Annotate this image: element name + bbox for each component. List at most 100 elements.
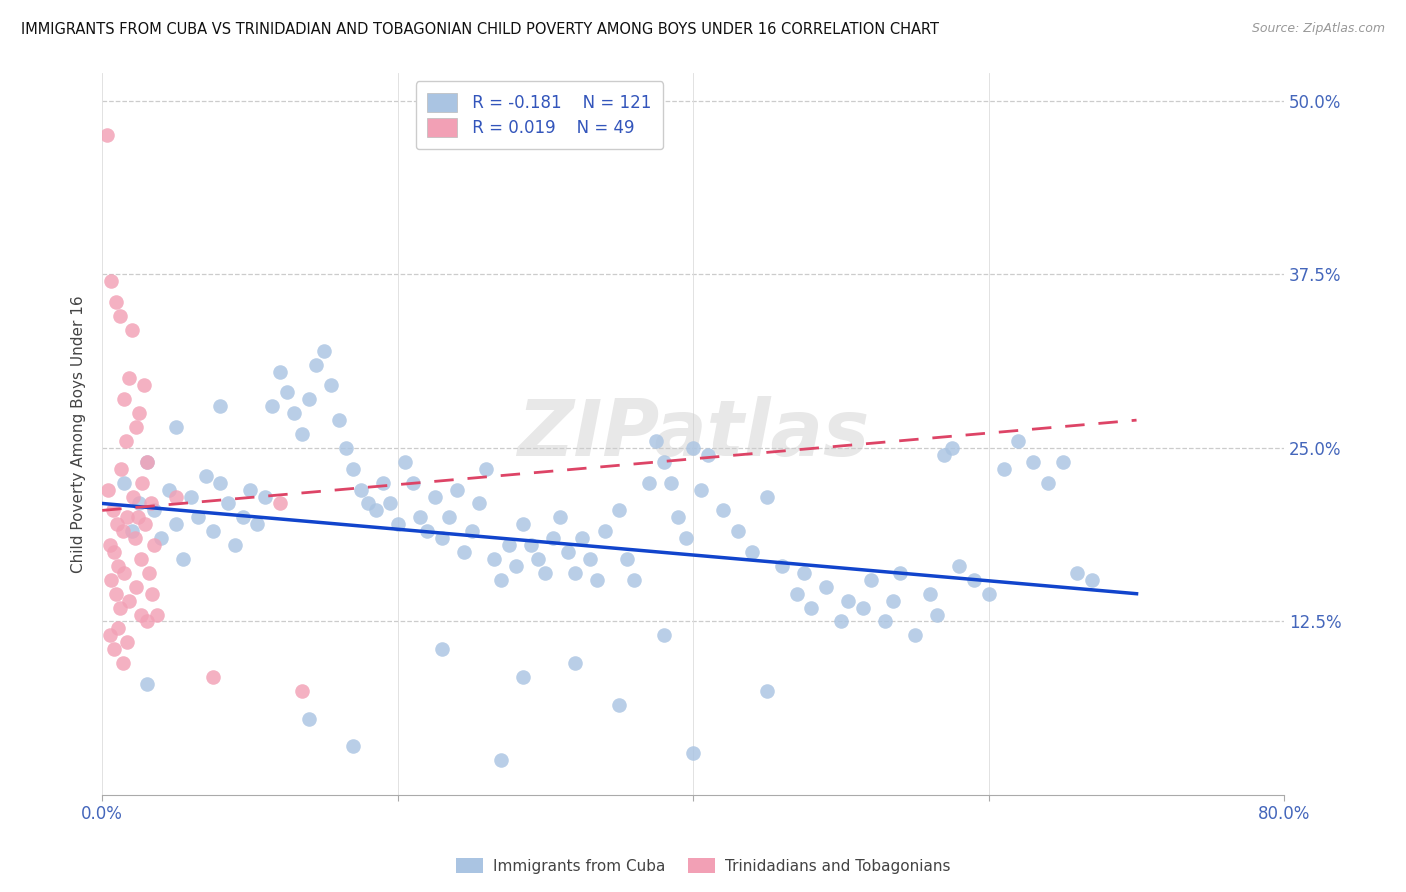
Point — [127, 510, 149, 524]
Point — [121, 524, 143, 539]
Point — [350, 483, 373, 497]
Point — [172, 552, 194, 566]
Point — [131, 475, 153, 490]
Point — [135, 455, 157, 469]
Point — [194, 468, 217, 483]
Point — [593, 524, 616, 539]
Point — [541, 531, 564, 545]
Text: IMMIGRANTS FROM CUBA VS TRINIDADIAN AND TOBAGONIAN CHILD POVERTY AMONG BOYS UNDE: IMMIGRANTS FROM CUBA VS TRINIDADIAN AND … — [21, 22, 939, 37]
Point — [142, 538, 165, 552]
Point — [115, 434, 138, 448]
Point — [112, 392, 135, 407]
Point — [209, 475, 232, 490]
Point — [609, 698, 631, 712]
Point — [357, 496, 380, 510]
Point — [498, 538, 520, 552]
Point — [342, 461, 364, 475]
Point — [253, 490, 276, 504]
Point — [276, 385, 298, 400]
Point — [371, 475, 394, 490]
Point — [571, 531, 593, 545]
Point — [645, 434, 668, 448]
Point — [727, 524, 749, 539]
Point — [283, 406, 305, 420]
Point — [202, 524, 225, 539]
Point — [364, 503, 387, 517]
Point — [409, 510, 432, 524]
Point — [321, 378, 343, 392]
Point — [246, 517, 269, 532]
Point — [439, 510, 461, 524]
Point — [689, 483, 711, 497]
Point — [269, 496, 291, 510]
Point — [652, 455, 675, 469]
Point — [1036, 475, 1059, 490]
Point — [527, 552, 550, 566]
Point — [187, 510, 209, 524]
Point — [118, 371, 141, 385]
Point — [616, 552, 638, 566]
Point — [668, 510, 690, 524]
Point — [98, 538, 121, 552]
Point — [875, 615, 897, 629]
Point — [108, 309, 131, 323]
Point — [756, 684, 779, 698]
Point — [132, 378, 155, 392]
Point — [157, 483, 180, 497]
Point — [128, 406, 150, 420]
Point — [125, 580, 148, 594]
Point — [460, 524, 482, 539]
Point — [489, 753, 512, 767]
Point — [882, 593, 904, 607]
Point — [103, 642, 125, 657]
Point — [100, 573, 122, 587]
Point — [430, 531, 453, 545]
Point — [135, 677, 157, 691]
Point — [697, 448, 720, 462]
Point — [468, 496, 491, 510]
Point — [122, 490, 145, 504]
Point — [121, 323, 143, 337]
Point — [224, 538, 246, 552]
Point — [889, 566, 911, 580]
Point — [125, 420, 148, 434]
Point — [904, 628, 927, 642]
Point — [1066, 566, 1088, 580]
Point — [298, 392, 321, 407]
Point — [711, 503, 734, 517]
Point — [519, 538, 541, 552]
Point — [103, 545, 125, 559]
Point — [800, 600, 823, 615]
Point — [291, 684, 314, 698]
Point — [298, 712, 321, 726]
Point — [180, 490, 202, 504]
Point — [815, 580, 838, 594]
Point — [135, 615, 157, 629]
Point — [579, 552, 602, 566]
Text: Source: ZipAtlas.com: Source: ZipAtlas.com — [1251, 22, 1385, 36]
Point — [165, 490, 187, 504]
Point — [564, 656, 586, 670]
Point — [146, 607, 169, 622]
Point — [682, 441, 704, 455]
Point — [401, 475, 423, 490]
Point — [142, 503, 165, 517]
Point — [96, 128, 118, 143]
Point — [141, 587, 163, 601]
Point — [993, 461, 1015, 475]
Point — [139, 496, 162, 510]
Point — [505, 558, 527, 573]
Point — [659, 475, 682, 490]
Point — [387, 517, 409, 532]
Point — [934, 448, 956, 462]
Point — [756, 490, 779, 504]
Point — [394, 455, 416, 469]
Point — [1081, 573, 1104, 587]
Point — [129, 552, 152, 566]
Point — [859, 573, 882, 587]
Point — [98, 628, 121, 642]
Point — [586, 573, 609, 587]
Point — [117, 510, 139, 524]
Point — [105, 517, 128, 532]
Point — [118, 593, 141, 607]
